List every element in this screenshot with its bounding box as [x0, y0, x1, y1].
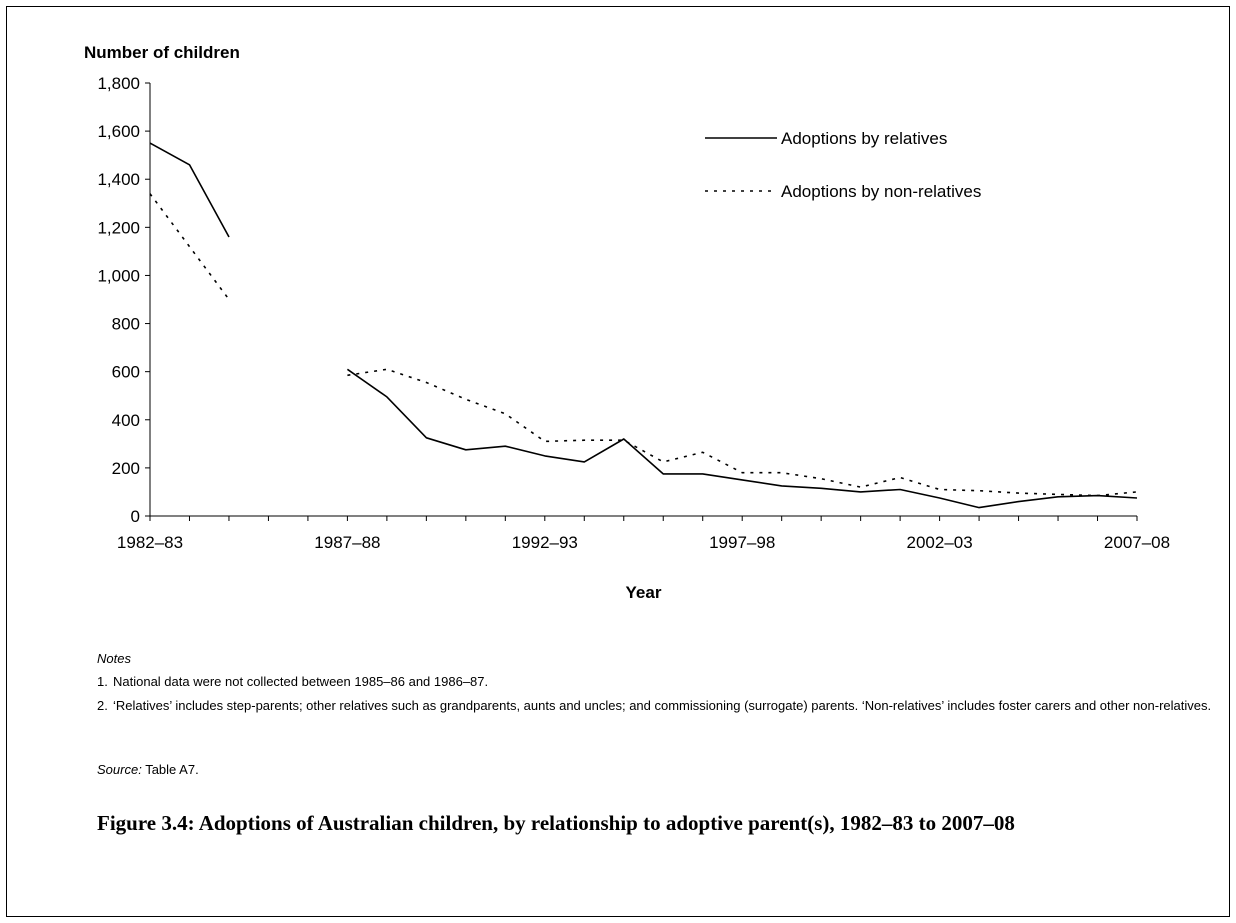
x-tick-label: 2007–08	[1104, 533, 1170, 552]
note-item-1: 1. National data were not collected betw…	[97, 674, 1217, 690]
series-line-relatives	[346, 368, 1138, 509]
note-item-2: 2. ‘Relatives’ includes step-parents; ot…	[97, 698, 1217, 714]
x-tick-label: 1982–83	[117, 533, 183, 552]
source-text: Table A7.	[141, 762, 199, 777]
series-line-relatives	[149, 142, 230, 238]
x-tick-label: 1992–93	[512, 533, 578, 552]
note-number: 1.	[97, 674, 108, 689]
x-axis-title: Year	[626, 583, 662, 602]
series-line-non-relatives	[149, 193, 230, 300]
x-tick-label: 2002–03	[907, 533, 973, 552]
y-tick-label: 1,800	[97, 74, 140, 93]
y-axis-title: Number of children	[84, 43, 240, 62]
note-text: ‘Relatives’ includes step-parents; other…	[113, 698, 1212, 713]
legend-label: Adoptions by relatives	[781, 129, 947, 148]
figure-frame: 0 200 400 600 800 1,000 1,200 1,400 1,600 1,800 19…	[6, 6, 1230, 917]
y-tick-label: 800	[112, 315, 140, 334]
y-tick-label: 1,600	[97, 122, 140, 141]
y-tick-label: 0	[131, 507, 140, 526]
source-label: Source:	[97, 762, 142, 777]
x-tick-label: 1997–98	[709, 533, 775, 552]
y-tick-label: 200	[112, 459, 140, 478]
notes-heading: Notes	[97, 651, 131, 666]
y-tick-label: 1,400	[97, 170, 140, 189]
x-tick-label: 1987–88	[314, 533, 380, 552]
series-line-non-relatives	[347, 368, 1138, 497]
legend-label: Adoptions by non-relatives	[781, 182, 981, 201]
y-tick-label: 1,200	[97, 218, 140, 237]
source-line: Source: Table A7.	[97, 762, 199, 777]
y-tick-label: 600	[112, 363, 140, 382]
y-tick-label: 1,000	[97, 266, 140, 285]
note-text: National data were not collected between…	[113, 674, 489, 689]
notes-section: Notes 1. National data were not collecte…	[97, 651, 1217, 722]
y-tick-label: 400	[112, 411, 140, 430]
figure-caption: Figure 3.4: Adoptions of Australian chil…	[97, 811, 1015, 835]
line-chart: 0 200 400 600 800 1,000 1,200 1,400 1,600 1,800 19…	[84, 43, 1170, 602]
note-number: 2.	[97, 698, 108, 713]
